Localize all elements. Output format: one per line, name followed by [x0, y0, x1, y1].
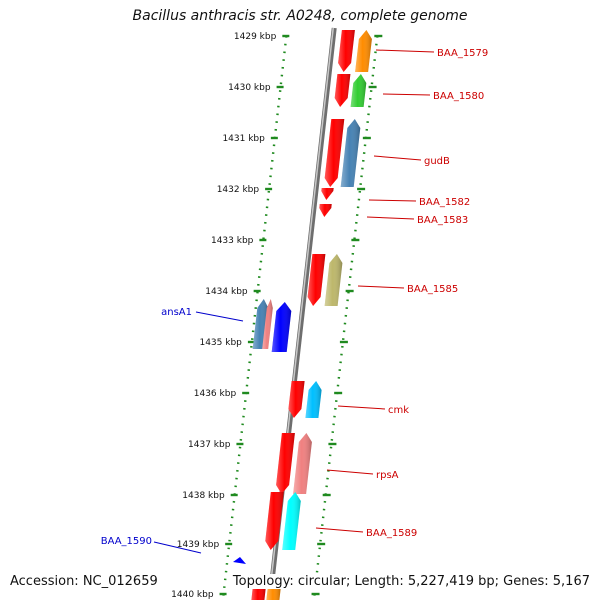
cds-ansA1-shade [271, 302, 292, 352]
cds-BAA_1585-shade [307, 254, 326, 306]
gene-BAA_1580-shade [350, 74, 367, 107]
gene-rpsA-shade [293, 433, 312, 494]
gene-label-BAA_1589[interactable]: BAA_1589 [366, 528, 417, 539]
gene-BAA_1590[interactable] [233, 557, 246, 564]
gene-label-gudB[interactable]: gudB [424, 156, 450, 167]
cds-cmk-shade [288, 381, 305, 418]
gene-label-cmk[interactable]: cmk [388, 405, 409, 416]
gene-leader-line [326, 469, 374, 475]
gene-label-BAA_1580[interactable]: BAA_1580 [433, 91, 484, 102]
gene-gudB-shade [340, 119, 361, 187]
gene-leader-line [382, 93, 431, 96]
gene-BAA_1583-shade [319, 204, 332, 217]
gene-label-BAA_1582[interactable]: BAA_1582 [419, 197, 470, 208]
gene-label-BAA_1585[interactable]: BAA_1585 [407, 284, 458, 295]
topology-text: Topology: circular; Length: 5,227,419 bp… [230, 574, 592, 589]
gene-cmk-shade [305, 381, 322, 418]
gene-leader-line [195, 311, 244, 322]
scale-tick-label: 1436 kbp [194, 389, 237, 399]
gene-BAA_1582-shade [321, 188, 334, 200]
gene-label-BAA_1579[interactable]: BAA_1579 [437, 48, 488, 59]
gene-leader-line [337, 405, 386, 410]
gene-leader-line [153, 541, 202, 554]
accession-text: Accession: NC_012659 [8, 574, 160, 589]
cds-gudB-shade [324, 119, 345, 187]
scale-tick-label: 1431 kbp [222, 134, 265, 144]
scale-tick-label: 1440 kbp [171, 590, 214, 600]
scale-tick-label: 1432 kbp [217, 185, 260, 195]
scale-tick-label: 1437 kbp [188, 440, 231, 450]
gene-label-BAA_1590[interactable]: BAA_1590 [101, 536, 152, 547]
gene-leader-line [375, 49, 435, 53]
scale-tick-label: 1435 kbp [199, 338, 242, 348]
scale-tick-label: 1438 kbp [182, 491, 225, 501]
scale-tick-label: 1430 kbp [228, 83, 271, 93]
map-title: Bacillus anthracis str. A0248, complete … [132, 8, 468, 24]
gene-BAA_1585-shade [324, 254, 343, 306]
cds-rpsA-shade [276, 433, 295, 494]
scale-track-left [221, 35, 288, 601]
scale-track-right [312, 35, 379, 601]
gene-BAA_1579-shade [355, 30, 372, 72]
gene-BAA_1589-shade [282, 492, 301, 550]
gene-leader-line [357, 285, 405, 289]
gene-label-ansA1[interactable]: ansA1 [161, 307, 192, 318]
gene-label-BAA_1583[interactable]: BAA_1583 [417, 215, 468, 226]
scale-tick-label: 1429 kbp [234, 32, 277, 42]
scale-tick-label: 1434 kbp [205, 287, 248, 297]
gene-label-rpsA[interactable]: rpsA [376, 470, 399, 481]
gene-leader-line [368, 199, 417, 202]
gene-leader-line [373, 155, 422, 161]
cds-BAA_1589-shade [265, 492, 284, 550]
scale-tick-label: 1439 kbp [177, 540, 220, 550]
scale-tick-label: 1433 kbp [211, 236, 254, 246]
cds-BAA_1580-shade [334, 74, 351, 107]
cds-BAA_1579-shade [338, 30, 355, 72]
gene-ansA1-partner-shade [262, 299, 273, 349]
gene-leader-line [366, 216, 415, 220]
gene-leader-line [315, 527, 364, 533]
